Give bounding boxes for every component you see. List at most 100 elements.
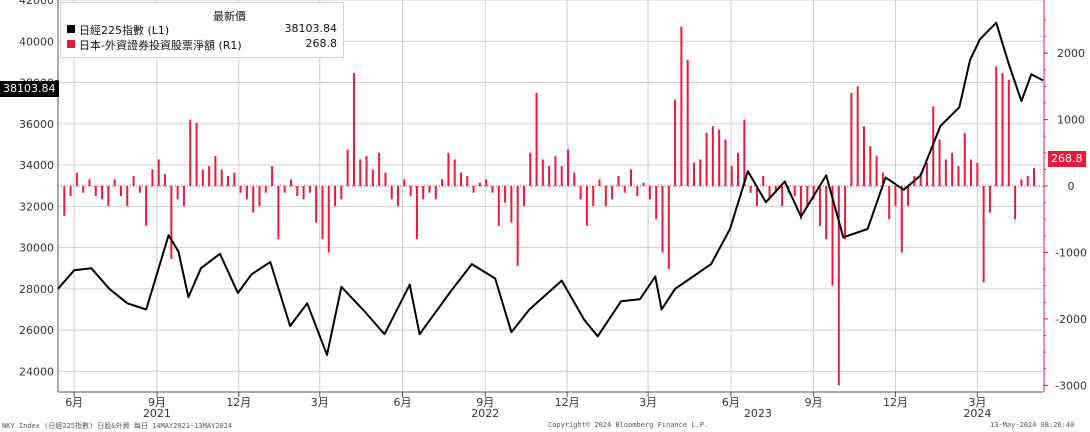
foreign-flow-bar — [264, 186, 267, 193]
y-left-tick-label: 32000 — [19, 200, 54, 213]
x-tick-label: 12月 — [226, 396, 251, 409]
foreign-flow-bar — [466, 176, 469, 187]
foreign-flow-bar — [919, 172, 922, 187]
y-left-tick-label: 34000 — [19, 159, 54, 172]
foreign-flow-bar — [422, 186, 425, 200]
x-year-label: 2024 — [963, 407, 991, 420]
foreign-flow-bar — [730, 166, 733, 187]
foreign-flow-bar — [504, 186, 507, 203]
foreign-flow-bar — [680, 26, 683, 187]
foreign-flow-bar — [951, 152, 954, 187]
legend-entry-nikkei: 日經225指數 (L1) 38103.84 — [67, 22, 339, 37]
foreign-flow-bar — [239, 186, 242, 193]
foreign-flow-bar — [75, 172, 78, 187]
foreign-flow-bar — [881, 172, 884, 187]
foreign-flow-bar — [535, 93, 538, 187]
x-tick-label: 9月 — [148, 396, 166, 409]
foreign-flow-bar — [82, 186, 85, 193]
foreign-flow-bar — [403, 179, 406, 187]
x-year-label: 2023 — [744, 407, 772, 420]
foreign-flow-bar — [850, 93, 853, 187]
foreign-flow-bar — [774, 186, 777, 193]
foreign-flow-bar — [567, 149, 570, 187]
foreign-flow-bar — [529, 152, 532, 187]
foreign-flow-bar — [132, 176, 135, 187]
y-left-tick-label: 24000 — [19, 365, 54, 378]
foreign-flow-bar — [875, 156, 878, 187]
foreign-flow-bar — [837, 186, 840, 386]
foreign-flow-bar — [334, 186, 337, 206]
x-tick-label: 3月 — [639, 396, 657, 409]
foreign-flow-bar — [548, 166, 551, 187]
foreign-flow-bar — [781, 186, 784, 206]
foreign-flow-bar — [113, 179, 116, 187]
foreign-flow-bar — [888, 186, 891, 220]
legend: 最新價 日經225指數 (L1) 38103.84 日本-外資證券投資股票淨額 … — [60, 2, 344, 58]
foreign-flow-bar — [189, 119, 192, 187]
x-tick-label: 6月 — [394, 396, 412, 409]
foreign-flow-bar — [119, 186, 122, 196]
foreign-flow-bar — [705, 132, 708, 187]
foreign-flow-bar — [478, 182, 481, 187]
foreign-flow-bar — [296, 186, 299, 196]
foreign-flow-bar — [327, 186, 330, 253]
foreign-flow-bar — [755, 186, 758, 206]
foreign-flow-bar — [667, 186, 670, 270]
foreign-flow-bar — [201, 169, 204, 187]
foreign-flow-bar — [894, 186, 897, 206]
foreign-flow-bar — [182, 186, 185, 206]
foreign-flow-bar — [812, 186, 815, 200]
footer-copyright: Copyright© 2024 Bloomberg Finance L.P. — [548, 421, 709, 429]
foreign-flow-bar — [1033, 168, 1036, 187]
foreign-flow-bar — [925, 162, 928, 187]
foreign-flow-bar — [825, 186, 828, 240]
foreign-flow-bar — [611, 186, 614, 200]
foreign-flow-bar — [692, 162, 695, 187]
y-left-tick-label: 42000 — [19, 0, 54, 7]
foreign-flow-bar — [938, 139, 941, 187]
foreign-flow-bar — [900, 186, 903, 253]
legend-value-nikkei: 38103.84 — [284, 22, 338, 35]
y-left-tick-label: 28000 — [19, 283, 54, 296]
foreign-flow-bar — [447, 152, 450, 187]
foreign-flow-bar — [573, 172, 576, 187]
footer-timestamp: 13-May-2024 08:26:40 — [990, 421, 1075, 429]
foreign-flow-bar — [800, 186, 803, 220]
foreign-flow-bar — [397, 186, 400, 206]
x-year-label: 2022 — [471, 407, 499, 420]
foreign-flow-bar — [655, 186, 658, 220]
foreign-flow-bar — [227, 176, 230, 187]
foreign-flow-bar — [598, 179, 601, 187]
foreign-flow-bar — [585, 186, 588, 226]
foreign-flow-bar — [378, 152, 381, 187]
last-value-badge-right: 268.8 — [1048, 151, 1086, 167]
foreign-flow-bar — [617, 176, 620, 187]
foreign-flow-bar — [346, 149, 349, 187]
foreign-flow-bar — [302, 186, 305, 200]
foreign-flow-bar — [970, 159, 973, 187]
foreign-flow-bar — [648, 186, 651, 200]
y-right-tick-label: 1000 — [1057, 114, 1085, 127]
legend-label-foreign-flows: 日本-外資證券投資股票淨額 (R1) — [79, 39, 242, 52]
y-right-tick-label: 2000 — [1057, 47, 1085, 60]
foreign-flow-bar — [157, 159, 160, 187]
foreign-flow-bar — [674, 99, 677, 187]
foreign-flow-bar — [409, 186, 412, 196]
foreign-flow-bar — [982, 186, 985, 283]
foreign-flow-bar — [258, 186, 261, 206]
foreign-flow-bar — [63, 186, 66, 216]
foreign-flow-bar — [831, 186, 834, 286]
foreign-flow-bar — [233, 172, 236, 187]
last-value-badge-left: 38103.84 — [0, 81, 59, 97]
foreign-flow-bar — [976, 162, 979, 187]
legend-label-nikkei: 日經225指數 (L1) — [79, 24, 170, 37]
foreign-flow-bar — [271, 166, 274, 187]
foreign-flow-bar — [164, 174, 167, 187]
foreign-flow-bar — [289, 179, 292, 187]
x-tick-label: 3月 — [968, 396, 986, 409]
x-tick-label: 12月 — [555, 396, 580, 409]
foreign-flow-bar — [541, 159, 544, 187]
foreign-flow-bar — [101, 186, 104, 200]
foreign-flow-bar — [818, 186, 821, 226]
